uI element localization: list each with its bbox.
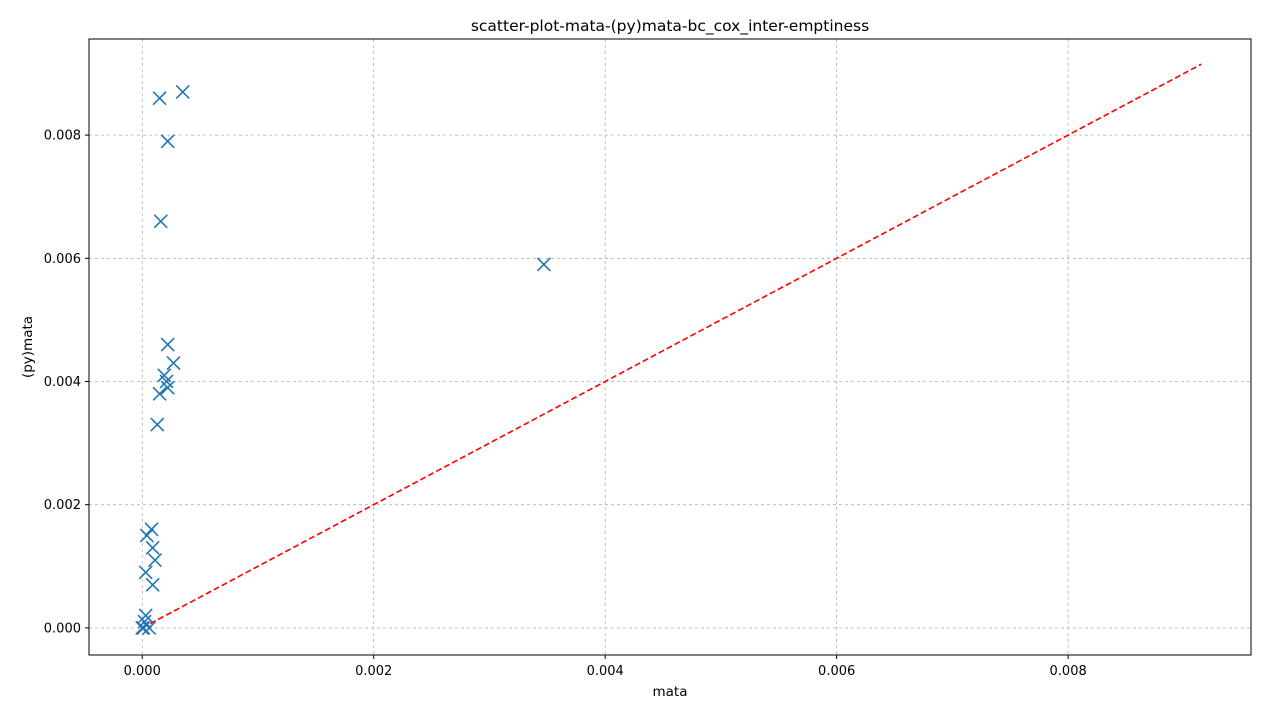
- scatter-point: [138, 608, 153, 623]
- scatter-point: [159, 374, 174, 389]
- x-tick-label: 0.002: [355, 664, 392, 679]
- y-axis-ticks: 0.000 0.002 0.004 0.006 0.008: [44, 129, 89, 636]
- scatter-point: [166, 355, 181, 371]
- scatter-point: [139, 528, 154, 543]
- y-tick-label: 0.002: [44, 498, 81, 513]
- plot-frame: [88, 38, 1252, 656]
- chart-title: scatter-plot-mata-(py)mata-bc_cox_inter-…: [471, 17, 869, 36]
- scatter-point: [135, 620, 150, 635]
- scatter-point: [160, 337, 175, 352]
- scatter-point: [175, 84, 190, 100]
- scatter-point: [536, 257, 551, 272]
- x-tick-label: 0.000: [124, 664, 161, 679]
- scatter-point: [144, 522, 159, 537]
- scatter-point: [153, 214, 168, 229]
- plot-series: [135, 63, 1202, 635]
- scatter-point: [160, 380, 175, 395]
- scatter-point: [147, 553, 163, 568]
- scatter-point: [152, 386, 167, 401]
- y-tick-label: 0.004: [44, 375, 81, 390]
- scatter-point: [142, 620, 157, 635]
- scatter-point: [145, 577, 160, 592]
- x-tick-label: 0.006: [818, 664, 855, 679]
- x-axis-ticks: 0.000 0.002 0.004 0.006 0.008: [124, 655, 1087, 679]
- y-tick-label: 0.006: [44, 252, 81, 267]
- scatter-point: [145, 540, 160, 555]
- scatter-point: [138, 565, 153, 580]
- scatter-point: [152, 91, 167, 106]
- scatter-point: [160, 134, 175, 149]
- x-tick-label: 0.004: [587, 664, 624, 679]
- x-tick-label: 0.008: [1050, 664, 1087, 679]
- scatter-point: [136, 620, 151, 635]
- grid-lines: [89, 39, 1251, 655]
- y-tick-label: 0.000: [44, 621, 81, 636]
- scatter-point: [150, 417, 165, 432]
- y-axis-label: (py)mata: [20, 316, 36, 378]
- y-tick-label: 0.008: [44, 129, 81, 144]
- x-axis-label: mata: [653, 684, 688, 700]
- reference-line: [141, 63, 1202, 629]
